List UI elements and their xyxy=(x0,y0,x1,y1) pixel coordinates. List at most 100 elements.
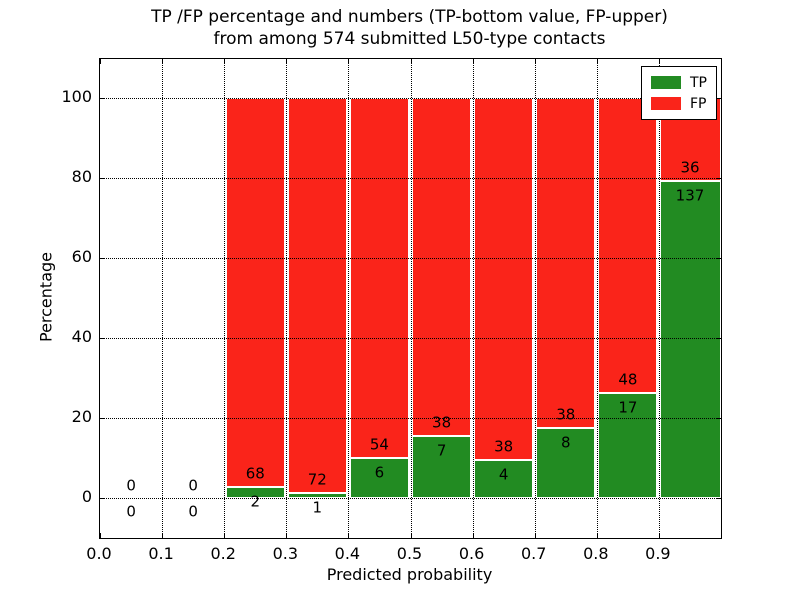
x-tick-label: 0.5 xyxy=(396,544,423,563)
x-tick-label: 0.2 xyxy=(210,544,236,563)
tp-count-label: 7 xyxy=(436,441,447,460)
y-tick-mark-left xyxy=(100,258,105,259)
fp-count-label: 38 xyxy=(556,405,576,424)
bar-tp xyxy=(536,428,596,498)
fp-count-label: 38 xyxy=(432,413,452,432)
x-tick-mark-top xyxy=(721,59,722,64)
legend-swatch-fp xyxy=(651,97,681,110)
legend: TP FP xyxy=(641,66,717,120)
bar-fp xyxy=(412,98,472,436)
fp-count-label: 48 xyxy=(618,370,638,389)
x-tick-label: 0.8 xyxy=(583,544,609,563)
legend-label-fp: FP xyxy=(690,95,707,112)
bar-fp xyxy=(474,98,534,460)
x-tick-label: 0.7 xyxy=(520,544,547,563)
fp-count-label: 54 xyxy=(369,435,389,454)
x-tick-label: 0.4 xyxy=(334,544,361,563)
x-tick-mark-top xyxy=(162,59,164,64)
chart-title-line-1: TP /FP percentage and numbers (TP-bottom… xyxy=(151,7,668,27)
x-tick-mark-bottom xyxy=(348,533,350,538)
y-tick-mark-left xyxy=(100,98,105,99)
x-tick-label: 0.3 xyxy=(272,544,299,563)
bar-fp xyxy=(287,98,347,493)
x-tick-mark-bottom xyxy=(721,533,722,538)
x-axis-label: Predicted probability xyxy=(326,565,493,584)
v-gridline xyxy=(286,59,288,538)
x-tick-label: 0.1 xyxy=(148,544,174,563)
bar-tp xyxy=(287,492,347,498)
x-tick-mark-top xyxy=(472,59,474,64)
y-tick-mark-right xyxy=(716,98,721,99)
fp-count-label: 72 xyxy=(307,470,327,488)
bar-tp xyxy=(225,486,285,498)
y-tick-mark-right xyxy=(716,258,721,259)
bar-fp xyxy=(536,98,596,429)
v-gridline xyxy=(162,59,164,538)
v-gridline xyxy=(534,59,536,538)
x-tick-mark-top xyxy=(224,59,226,64)
v-gridline xyxy=(658,59,660,538)
x-tick-mark-bottom xyxy=(286,533,288,538)
tp-count-label: 17 xyxy=(618,398,638,417)
bar-fp xyxy=(349,98,409,458)
tp-count-label: 1 xyxy=(312,498,323,516)
x-tick-mark-bottom xyxy=(658,533,660,538)
x-tick-mark-bottom xyxy=(162,533,164,538)
legend-item-fp: FP xyxy=(651,93,707,114)
x-tick-mark-top xyxy=(410,59,412,64)
y-tick-label: 100 xyxy=(61,87,92,106)
chart-title-line-2: from among 574 submitted L50-type contac… xyxy=(213,29,606,49)
tp-count-label: 0 xyxy=(188,502,198,521)
x-tick-mark-bottom xyxy=(410,533,412,538)
x-tick-mark-bottom xyxy=(100,533,101,538)
x-tick-mark-top xyxy=(658,59,660,64)
tp-count-label: 6 xyxy=(374,463,385,482)
x-tick-mark-bottom xyxy=(224,533,226,538)
y-tick-mark-left xyxy=(100,418,105,419)
bar-fp xyxy=(598,98,658,394)
x-tick-mark-top xyxy=(534,59,536,64)
y-tick-label: 20 xyxy=(71,407,92,426)
fp-count-label: 38 xyxy=(494,437,514,456)
y-tick-mark-right xyxy=(716,178,721,179)
tp-count-label: 2 xyxy=(250,492,261,511)
y-tick-mark-left xyxy=(100,498,105,499)
fp-count-label: 0 xyxy=(126,476,136,495)
y-tick-label: 40 xyxy=(71,327,92,346)
legend-swatch-tp xyxy=(651,76,681,89)
v-gridline xyxy=(224,59,226,538)
legend-label-tp: TP xyxy=(690,74,707,91)
x-tick-label: 0.6 xyxy=(458,544,485,563)
chart-title: TP /FP percentage and numbers (TP-bottom… xyxy=(99,6,720,50)
v-gridline xyxy=(472,59,474,538)
tp-count-label: 137 xyxy=(675,186,705,205)
x-tick-label: 0.9 xyxy=(645,544,671,563)
tp-count-label: 0 xyxy=(126,502,136,521)
x-tick-mark-top xyxy=(100,59,101,64)
x-tick-mark-top xyxy=(286,59,288,64)
y-tick-mark-right xyxy=(716,418,721,419)
y-tick-mark-right xyxy=(716,338,721,339)
y-tick-mark-right xyxy=(716,498,721,499)
v-gridline xyxy=(410,59,412,538)
x-tick-mark-bottom xyxy=(596,533,598,538)
bar-tp xyxy=(660,181,721,498)
y-tick-label: 60 xyxy=(71,247,92,266)
bar-tp xyxy=(412,435,472,498)
fp-count-label: 36 xyxy=(680,158,700,177)
y-tick-mark-left xyxy=(100,338,105,339)
bar-fp xyxy=(225,98,285,487)
bar-tp xyxy=(349,458,409,498)
x-tick-mark-bottom xyxy=(534,533,536,538)
y-tick-label: 80 xyxy=(71,167,92,186)
x-tick-mark-top xyxy=(596,59,598,64)
fp-count-label: 0 xyxy=(188,476,198,495)
y-tick-label: 0 xyxy=(81,487,92,506)
x-tick-mark-top xyxy=(348,59,350,64)
legend-item-tp: TP xyxy=(651,72,707,93)
bar-tp xyxy=(598,393,658,498)
x-tick-label: 0.0 xyxy=(86,544,112,563)
tp-count-label: 4 xyxy=(498,465,509,484)
v-gridline xyxy=(348,59,350,538)
